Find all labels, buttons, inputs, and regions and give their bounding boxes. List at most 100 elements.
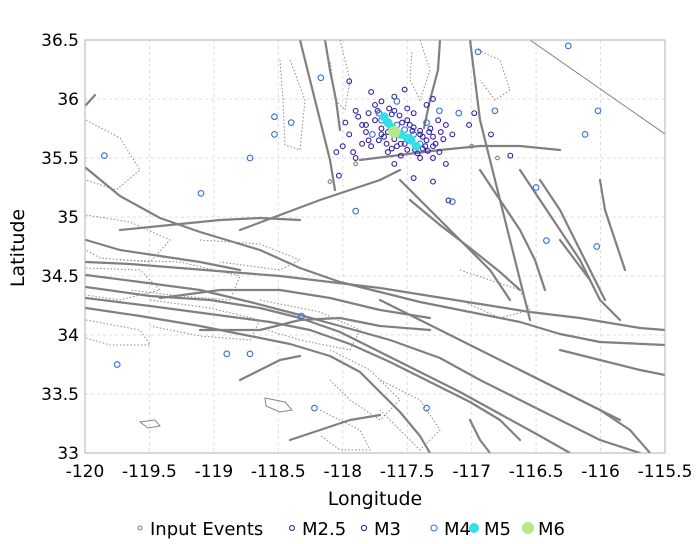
marker-m3 — [409, 127, 416, 134]
marker-m3 — [430, 178, 436, 185]
marker-m3 — [466, 122, 473, 128]
hatch-zone-8 — [279, 59, 306, 151]
y-tick-labels: 33 33.5 34 34.5 35 35.5 36 36.5 — [41, 31, 79, 464]
marker-input-events — [495, 155, 500, 161]
marker-m3 — [404, 105, 411, 112]
marker-m3 — [410, 110, 417, 117]
marker-m3 — [419, 133, 426, 140]
x-tick-label: -118.5 — [251, 462, 306, 482]
fault-owens — [298, 40, 337, 192]
marker-m2-5 — [423, 137, 430, 144]
x-tick-label: -117.5 — [380, 462, 435, 482]
hatch-zone-10 — [409, 40, 431, 102]
marker-m4 — [100, 152, 108, 159]
fault-transverse-2 — [85, 296, 522, 442]
marker-m3 — [449, 131, 456, 138]
legend-label: M3 — [374, 519, 401, 540]
marker-m5 — [406, 135, 416, 145]
marker-m3 — [422, 143, 429, 150]
legend-marker — [469, 523, 479, 533]
marker-m3 — [333, 149, 340, 156]
marker-m3 — [378, 125, 385, 132]
island-1 — [138, 419, 161, 429]
marker-m4 — [474, 48, 482, 56]
marker-m4 — [532, 184, 540, 191]
boundary-line — [529, 40, 665, 135]
fault-south-2 — [558, 348, 665, 377]
marker-m4 — [311, 404, 318, 412]
y-tick-label: 35 — [57, 208, 79, 228]
marker-m3 — [363, 129, 369, 135]
legend-label: Input Events — [150, 519, 263, 540]
fault-south-5 — [468, 418, 492, 453]
marker-m3 — [397, 152, 404, 159]
y-axis-label: Latitude — [7, 209, 29, 287]
hatch-zone-7 — [379, 379, 441, 451]
x-tick-label: -116 — [581, 462, 620, 482]
marker-m3 — [436, 149, 443, 156]
marker-m4 — [287, 119, 295, 126]
x-tick-label: -118 — [323, 462, 362, 482]
fault-sw-2 — [158, 288, 432, 320]
y-tick-label: 36 — [57, 90, 79, 110]
marker-m3 — [471, 110, 478, 117]
x-tick-labels: -120 -119.5 -119 -118.5 -118 -117.5 -117 -116.5… — [66, 462, 693, 482]
legend-label: M6 — [538, 519, 565, 540]
marker-m3 — [355, 113, 362, 120]
marker-m3 — [365, 137, 372, 144]
marker-m4 — [543, 237, 550, 244]
marker-m3 — [346, 131, 353, 138]
legend-marker — [430, 524, 438, 532]
y-tick-label: 33 — [57, 444, 79, 464]
marker-m4 — [448, 198, 456, 206]
fault-north-3 — [118, 216, 302, 232]
marker-m3 — [442, 160, 449, 167]
marker-m2-5 — [375, 137, 382, 144]
fault-big-pine — [85, 273, 642, 453]
y-tick-label: 34.5 — [41, 267, 79, 287]
marker-m3 — [335, 172, 342, 179]
y-tick-label: 35.5 — [41, 149, 79, 169]
marker-m3 — [359, 122, 366, 128]
marker-m3 — [399, 119, 406, 126]
fault-east-5 — [538, 178, 607, 302]
marker-m4 — [423, 404, 430, 412]
marker-m4 — [352, 207, 360, 215]
marker-m3 — [414, 150, 421, 157]
marker-m4 — [423, 119, 430, 126]
marker-m4 — [594, 107, 602, 115]
marker-m3 — [430, 155, 436, 161]
marker-m3 — [406, 122, 413, 128]
plot-frame — [84, 39, 666, 454]
marker-input-events — [469, 143, 475, 149]
marker-m3 — [442, 122, 449, 128]
x-tick-label: -115.5 — [638, 462, 693, 482]
marker-m3 — [417, 155, 424, 161]
marker-m3 — [427, 125, 434, 132]
hatch-zone-1 — [85, 119, 141, 191]
marker-m4 — [271, 113, 278, 121]
marker-m4 — [223, 350, 231, 358]
marker-m3 — [432, 140, 439, 147]
marker-m2-5 — [388, 145, 395, 152]
marker-m3 — [372, 101, 378, 108]
marker-m3 — [401, 86, 408, 93]
marker-m3 — [365, 110, 372, 117]
marker-m4 — [246, 154, 254, 162]
fault-zone-hatching — [85, 40, 531, 451]
fault-airport-lake — [323, 40, 342, 132]
legend-label: M2.5 — [302, 519, 346, 540]
marker-m4 — [455, 109, 463, 117]
fault-east-4 — [518, 168, 622, 322]
legend-label: M5 — [484, 519, 511, 540]
marker-m3 — [391, 93, 398, 100]
marker-m3 — [435, 117, 442, 124]
marker-m3 — [368, 143, 375, 150]
marker-m4 — [593, 243, 601, 250]
fault-west-2 — [238, 354, 302, 382]
fault-north-1 — [358, 144, 562, 162]
marker-m3 — [437, 129, 444, 135]
marker-m4 — [491, 107, 499, 115]
marker-m3 — [404, 146, 411, 153]
